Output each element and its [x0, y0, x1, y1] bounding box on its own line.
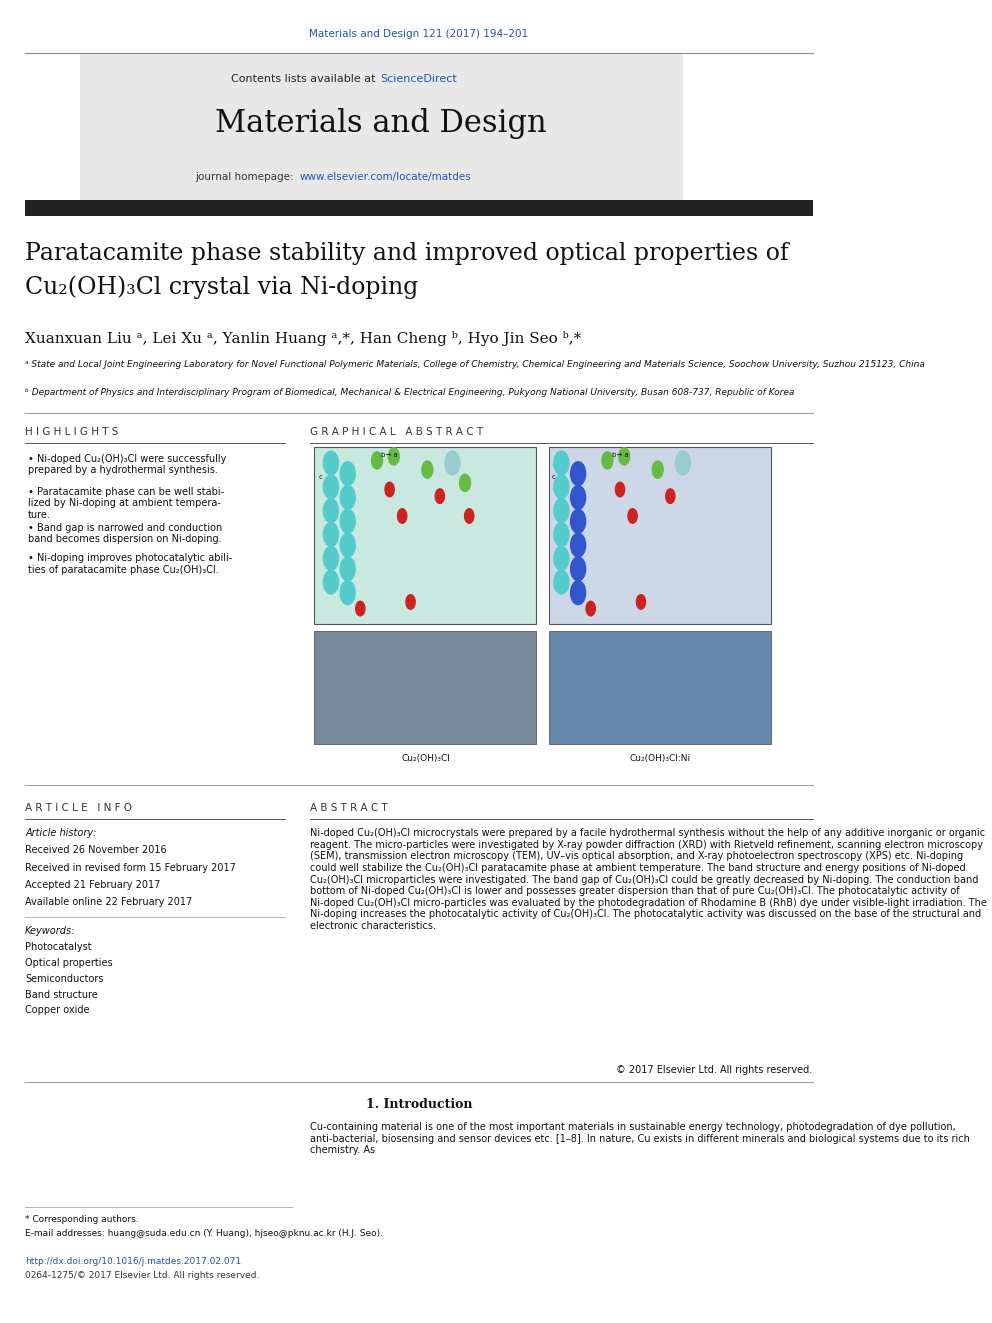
Circle shape: [323, 546, 338, 570]
Text: b→ a: b→ a: [381, 452, 398, 459]
Circle shape: [602, 451, 613, 470]
Circle shape: [323, 523, 338, 546]
Circle shape: [340, 509, 355, 533]
Text: Cu₂(OH)₃Cl: Cu₂(OH)₃Cl: [401, 754, 450, 763]
Text: Received 26 November 2016: Received 26 November 2016: [25, 845, 167, 856]
Text: Paratacamite phase stability and improved optical properties of: Paratacamite phase stability and improve…: [25, 242, 789, 265]
Text: Received in revised form 15 February 2017: Received in revised form 15 February 201…: [25, 863, 236, 873]
Text: Available online 22 February 2017: Available online 22 February 2017: [25, 897, 192, 908]
Text: • Paratacamite phase can be well stabi-
lized by Ni-doping at ambient tempera-
t: • Paratacamite phase can be well stabi- …: [28, 487, 224, 520]
Text: Cu₂(OH)₃Cl crystal via Ni-doping: Cu₂(OH)₃Cl crystal via Ni-doping: [25, 275, 419, 299]
Text: Accepted 21 February 2017: Accepted 21 February 2017: [25, 880, 161, 890]
FancyBboxPatch shape: [25, 200, 812, 216]
Text: 1. Introduction: 1. Introduction: [366, 1098, 472, 1111]
Circle shape: [586, 601, 595, 617]
Text: c: c: [552, 474, 556, 480]
Circle shape: [340, 581, 355, 605]
Circle shape: [388, 447, 399, 464]
Text: A B S T R A C T: A B S T R A C T: [310, 803, 388, 814]
Text: * Corresponding authors.: * Corresponding authors.: [25, 1215, 139, 1224]
Circle shape: [653, 460, 664, 479]
Circle shape: [422, 460, 433, 479]
Text: Copper oxide: Copper oxide: [25, 1005, 89, 1016]
Text: journal homepage:: journal homepage:: [195, 172, 298, 183]
Circle shape: [398, 508, 407, 524]
Text: Materials and Design: Materials and Design: [215, 108, 548, 139]
Text: ᵃ State and Local Joint Engineering Laboratory for Novel Functional Polymeric Ma: ᵃ State and Local Joint Engineering Labo…: [25, 360, 925, 369]
Text: Optical properties: Optical properties: [25, 958, 113, 968]
FancyBboxPatch shape: [549, 447, 771, 624]
Circle shape: [554, 570, 568, 594]
Circle shape: [356, 601, 365, 617]
Circle shape: [323, 475, 338, 499]
Circle shape: [340, 557, 355, 581]
Text: • Band gap is narrowed and conduction
band becomes dispersion on Ni-doping.: • Band gap is narrowed and conduction ba…: [28, 523, 222, 544]
Text: • Ni-doping improves photocatalytic abili-
ties of paratacamite phase Cu₂(OH)₃Cl: • Ni-doping improves photocatalytic abil…: [28, 553, 232, 574]
FancyBboxPatch shape: [314, 447, 537, 624]
Text: A R T I C L E   I N F O: A R T I C L E I N F O: [25, 803, 132, 814]
FancyBboxPatch shape: [79, 53, 682, 205]
Circle shape: [406, 595, 416, 610]
Text: ScienceDirect: ScienceDirect: [380, 74, 457, 85]
Text: © 2017 Elsevier Ltd. All rights reserved.: © 2017 Elsevier Ltd. All rights reserved…: [616, 1065, 812, 1076]
Circle shape: [570, 533, 585, 557]
Circle shape: [340, 533, 355, 557]
Text: Photocatalyst: Photocatalyst: [25, 942, 92, 953]
Circle shape: [385, 482, 394, 497]
Text: Article history:: Article history:: [25, 828, 96, 839]
Text: Semiconductors: Semiconductors: [25, 974, 103, 984]
Circle shape: [435, 488, 444, 504]
Circle shape: [570, 581, 585, 605]
Circle shape: [628, 508, 637, 524]
Text: www.elsevier.com/locate/matdes: www.elsevier.com/locate/matdes: [300, 172, 472, 183]
Circle shape: [554, 499, 568, 523]
Circle shape: [570, 557, 585, 581]
Text: Cu₂(OH)₃Cl:Ni: Cu₂(OH)₃Cl:Ni: [630, 754, 690, 763]
Circle shape: [615, 482, 625, 497]
Text: Ni-doped Cu₂(OH)₃Cl microcrystals were prepared by a facile hydrothermal synthes: Ni-doped Cu₂(OH)₃Cl microcrystals were p…: [310, 828, 987, 931]
Circle shape: [570, 486, 585, 509]
Circle shape: [570, 462, 585, 486]
Circle shape: [570, 509, 585, 533]
Circle shape: [459, 474, 470, 491]
Circle shape: [554, 523, 568, 546]
Circle shape: [323, 499, 338, 523]
Text: • Ni-doped Cu₂(OH)₃Cl were successfully
prepared by a hydrothermal synthesis.: • Ni-doped Cu₂(OH)₃Cl were successfully …: [28, 454, 226, 475]
Text: Contents lists available at: Contents lists available at: [231, 74, 379, 85]
Circle shape: [619, 447, 630, 464]
Text: b→ a: b→ a: [612, 452, 628, 459]
Circle shape: [676, 451, 690, 475]
Text: Cu-containing material is one of the most important materials in sustainable ene: Cu-containing material is one of the mos…: [310, 1122, 970, 1155]
Text: Xuanxuan Liu ᵃ, Lei Xu ᵃ, Yanlin Huang ᵃ,*, Han Cheng ᵇ, Hyo Jin Seo ᵇ,*: Xuanxuan Liu ᵃ, Lei Xu ᵃ, Yanlin Huang ᵃ…: [25, 331, 581, 345]
Text: ᵇ Department of Physics and Interdisciplinary Program of Biomedical, Mechanical : ᵇ Department of Physics and Interdiscipl…: [25, 388, 795, 397]
Circle shape: [554, 451, 568, 475]
Circle shape: [323, 451, 338, 475]
Circle shape: [636, 595, 646, 610]
FancyBboxPatch shape: [314, 631, 537, 744]
Text: c: c: [318, 474, 322, 480]
Circle shape: [372, 451, 383, 470]
Text: 0264-1275/© 2017 Elsevier Ltd. All rights reserved.: 0264-1275/© 2017 Elsevier Ltd. All right…: [25, 1271, 260, 1281]
Text: Keywords:: Keywords:: [25, 926, 75, 937]
Text: Materials and Design 121 (2017) 194–201: Materials and Design 121 (2017) 194–201: [310, 29, 529, 40]
Circle shape: [323, 570, 338, 594]
FancyBboxPatch shape: [549, 631, 771, 744]
Text: G R A P H I C A L   A B S T R A C T: G R A P H I C A L A B S T R A C T: [310, 427, 483, 438]
Circle shape: [464, 508, 474, 524]
Text: E-mail addresses: huang@suda.edu.cn (Y. Huang), hjseo@pknu.ac.kr (H.J. Seo).: E-mail addresses: huang@suda.edu.cn (Y. …: [25, 1229, 383, 1238]
Circle shape: [340, 486, 355, 509]
Circle shape: [554, 475, 568, 499]
Circle shape: [554, 546, 568, 570]
Circle shape: [666, 488, 675, 504]
Circle shape: [340, 462, 355, 486]
Circle shape: [444, 451, 460, 475]
Text: Band structure: Band structure: [25, 990, 98, 1000]
Text: H I G H L I G H T S: H I G H L I G H T S: [25, 427, 118, 438]
Text: http://dx.doi.org/10.1016/j.matdes.2017.02.071: http://dx.doi.org/10.1016/j.matdes.2017.…: [25, 1257, 241, 1266]
